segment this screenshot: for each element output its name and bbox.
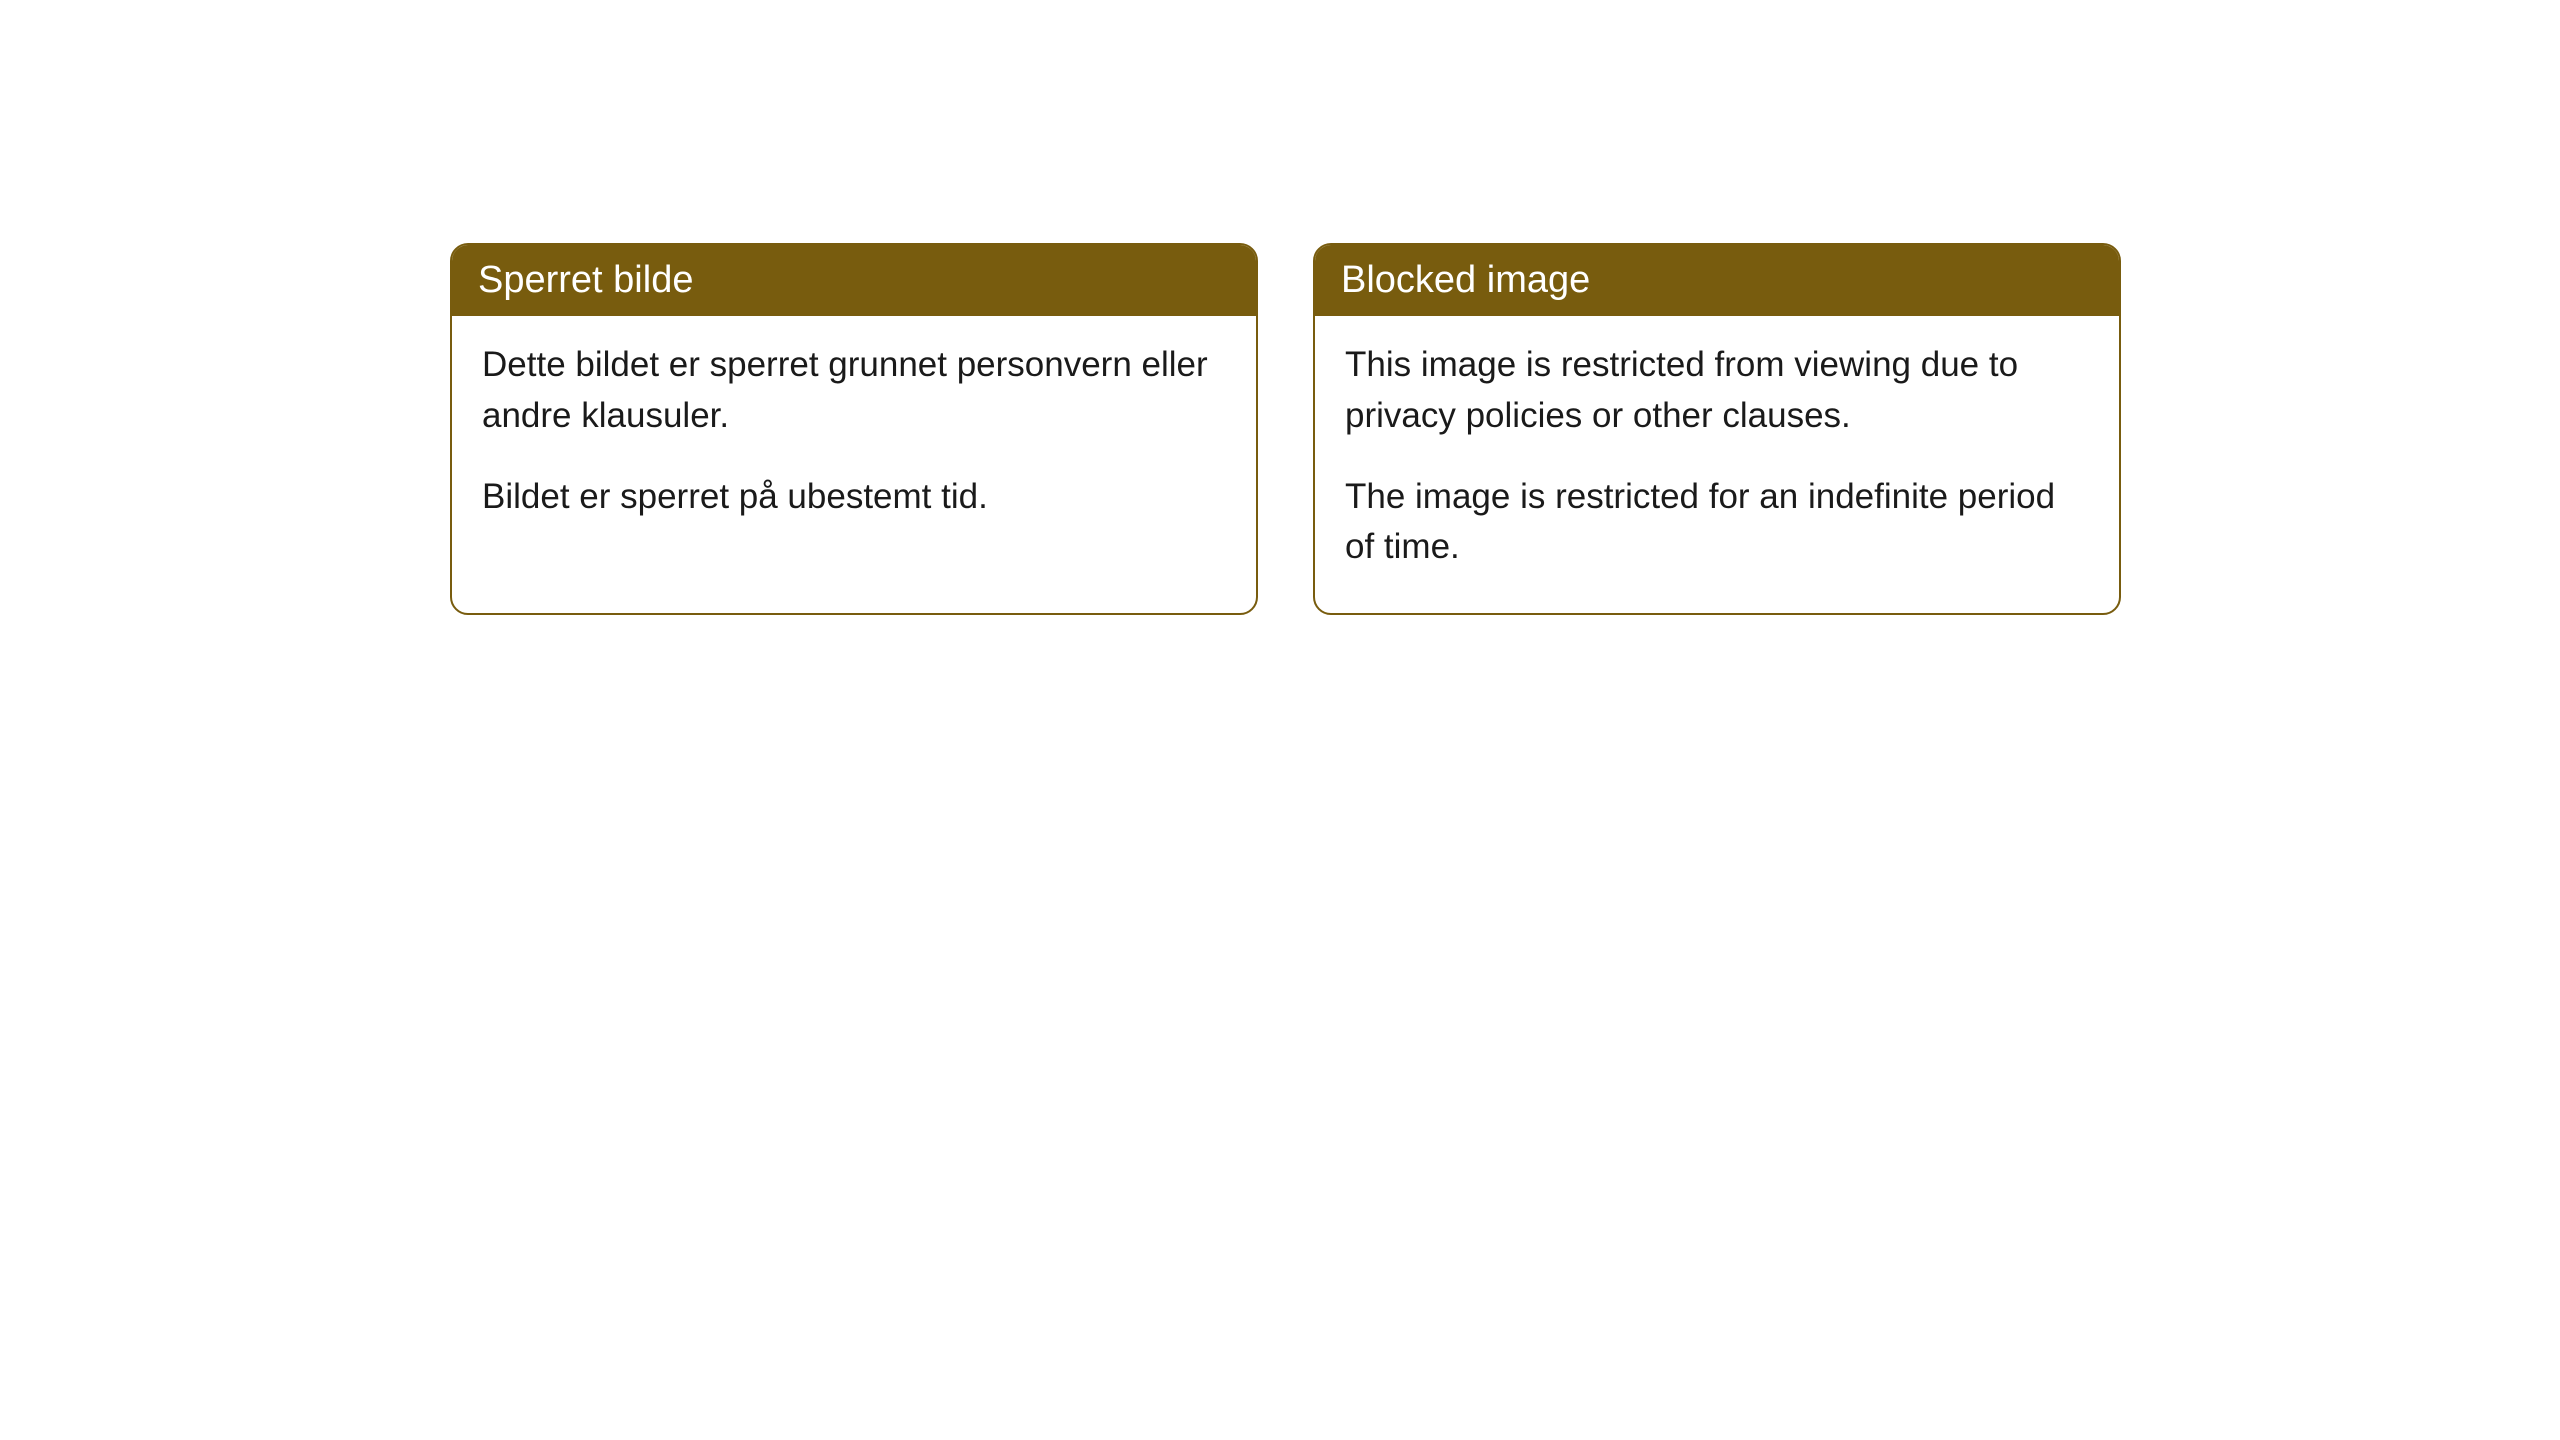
card-title-en: Blocked image (1341, 259, 1590, 301)
notice-cards-container: Sperret bilde Dette bildet er sperret gr… (0, 0, 2560, 615)
card-body-en: This image is restricted from viewing du… (1315, 316, 2119, 613)
card-header-en: Blocked image (1315, 245, 2119, 316)
blocked-image-card-en: Blocked image This image is restricted f… (1313, 243, 2121, 615)
card-body-no: Dette bildet er sperret grunnet personve… (452, 316, 1256, 562)
card-paragraph-en-1: This image is restricted from viewing du… (1345, 340, 2089, 442)
card-paragraph-no-1: Dette bildet er sperret grunnet personve… (482, 340, 1226, 442)
blocked-image-card-no: Sperret bilde Dette bildet er sperret gr… (450, 243, 1258, 615)
card-paragraph-en-2: The image is restricted for an indefinit… (1345, 472, 2089, 574)
card-paragraph-no-2: Bildet er sperret på ubestemt tid. (482, 472, 1226, 523)
card-header-no: Sperret bilde (452, 245, 1256, 316)
card-title-no: Sperret bilde (478, 259, 693, 301)
